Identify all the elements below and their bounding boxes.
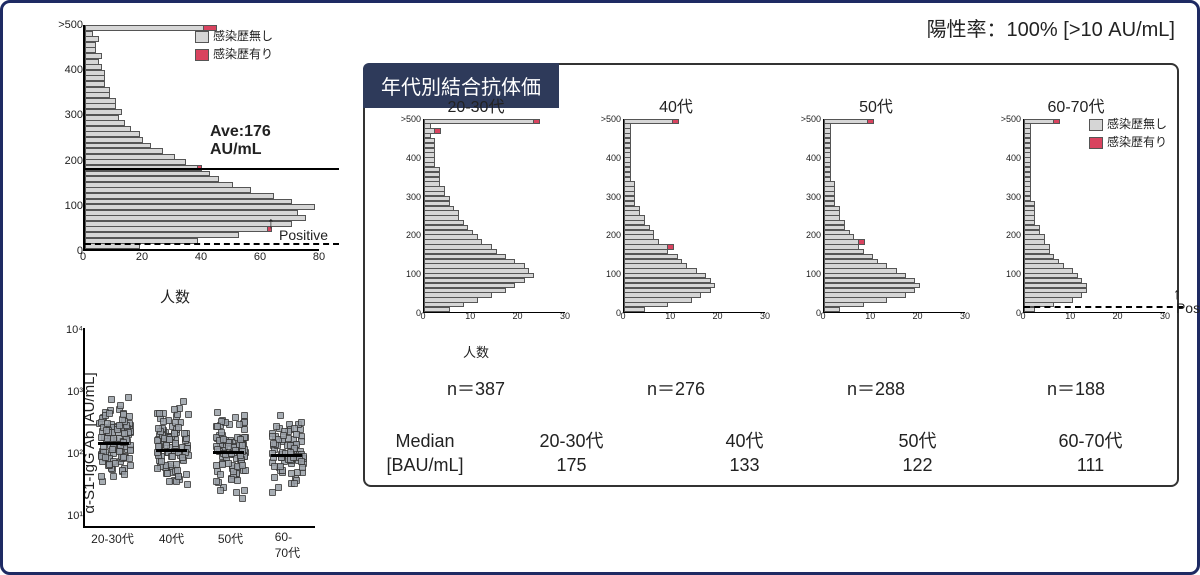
legend: 感染歴無し 感染歴有り	[195, 27, 273, 63]
legend-item-yes: 感染歴有り	[195, 45, 273, 63]
x-ticks: 20-30代40代50代60-70代	[83, 530, 319, 546]
up-arrow-icon: ↑	[267, 215, 275, 233]
legend-item-no: 感染歴無し	[195, 27, 273, 45]
median-age: 20-30代	[485, 430, 658, 453]
median-header-1: Median	[365, 430, 485, 453]
figure-frame: 陽性率：100% [>10 AU/mL] α-S1-IgG Ab [AU/mL]…	[0, 0, 1200, 575]
median-col-3: 60-70代 111	[1004, 430, 1177, 477]
n-label: n＝387	[381, 375, 571, 401]
n-label: n＝288	[781, 375, 971, 401]
median-header: Median [BAU/mL]	[365, 430, 485, 477]
average-label: Ave:176 AU/mL	[210, 123, 325, 159]
age-group-panel: 年代別結合抗体価 20-30代α-S1-IgG Ab [AU/mL]010020…	[363, 63, 1179, 487]
median-col-0: 20-30代 175	[485, 430, 658, 477]
mini-histogram: 0100200300400>5000102030	[781, 109, 971, 359]
x-ticks: 020406080	[83, 251, 319, 267]
n-label: n＝188	[981, 375, 1171, 401]
median-value: 133	[658, 454, 831, 477]
median-age: 60-70代	[1004, 430, 1177, 453]
legend-label: 感染歴有り	[1107, 135, 1167, 149]
plot-area	[83, 328, 315, 528]
median-col-1: 40代 133	[658, 430, 831, 477]
positivity-text: 陽性率：100% [>10 AU/mL]	[927, 13, 1175, 42]
legend-label: 感染歴無し	[1107, 117, 1167, 131]
legend: 感染歴無し 感染歴有り	[1089, 115, 1167, 151]
median-value: 122	[831, 454, 1004, 477]
median-header-2: [BAU/mL]	[365, 454, 485, 477]
legend-item-no: 感染歴無し	[1089, 115, 1167, 133]
legend-label: 感染歴有り	[213, 47, 273, 61]
median-table: Median [BAU/mL] 20-30代 175 40代 133 50代 1…	[365, 430, 1177, 477]
scatter-by-age: α-S1-IgG Ab [AU/mL] 10¹10²10³10⁴ 20-30代4…	[25, 318, 325, 568]
positive-label: Positive	[279, 227, 328, 243]
mini-histogram: 0100200300400>5000102030	[581, 109, 771, 359]
average-line	[85, 168, 339, 170]
median-col-2: 50代 122	[831, 430, 1004, 477]
overall-histogram: α-S1-IgG Ab [AU/mL] 0100200300400>500 02…	[25, 13, 325, 303]
n-label: n＝276	[581, 375, 771, 401]
median-value: 175	[485, 454, 658, 477]
median-age: 40代	[658, 430, 831, 453]
legend-item-yes: 感染歴有り	[1089, 133, 1167, 151]
x-axis-label: 人数	[160, 286, 190, 307]
y-ticks: 0100200300400>500	[49, 25, 83, 251]
median-age: 50代	[831, 430, 1004, 453]
median-value: 111	[1004, 454, 1177, 477]
y-ticks: 10¹10²10³10⁴	[49, 330, 83, 516]
mini-histogram: α-S1-IgG Ab [AU/mL]0100200300400>5000102…	[381, 109, 571, 359]
legend-label: 感染歴無し	[213, 29, 273, 43]
